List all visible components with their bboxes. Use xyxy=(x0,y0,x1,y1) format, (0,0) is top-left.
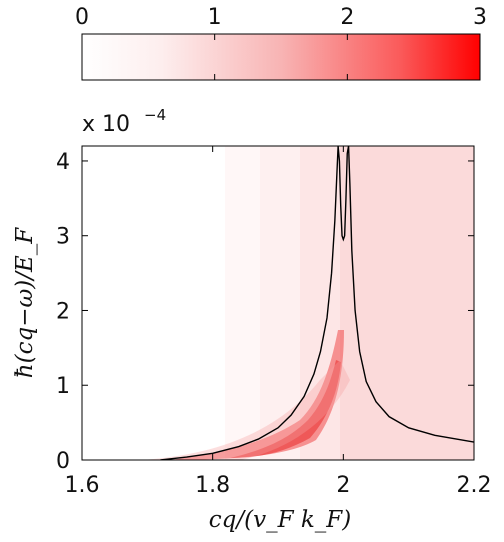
colorbar-tick-label: 3 xyxy=(473,5,487,30)
multiplier-base: x 10 xyxy=(82,112,130,137)
colorbar-tick-label: 1 xyxy=(208,5,222,30)
heatmap-transition-3 xyxy=(225,146,260,460)
y-tick-label: 3 xyxy=(56,225,70,250)
x-tick-label: 2 xyxy=(336,473,350,498)
y-tick-label: 0 xyxy=(56,449,70,474)
heatmap-field xyxy=(140,146,474,460)
y-tick-label: 1 xyxy=(56,374,70,399)
colorbar-ticks: 0 1 2 3 xyxy=(75,5,487,80)
y-tick-label: 4 xyxy=(56,150,70,175)
x-tick-label: 1.6 xyxy=(65,473,100,498)
colorbar-tick-label: 0 xyxy=(75,5,89,30)
y-axis-label: ħ(cq−ω)/E_F xyxy=(12,227,38,378)
x-tick-label: 2.2 xyxy=(457,473,492,498)
x-tick-label: 1.8 xyxy=(195,473,230,498)
colorbar-gradient xyxy=(81,33,481,81)
heatmap-intense-core xyxy=(230,360,341,458)
x-axis-ticks: 1.6 1.8 2 2.2 xyxy=(65,146,492,498)
x-axis-label: cq/(v_F k_F) xyxy=(209,507,351,533)
plot-area: 1.6 1.8 2 2.2 0 1 2 3 4 xyxy=(56,145,492,498)
y-tick-label: 2 xyxy=(56,299,70,324)
plot-frame xyxy=(81,145,475,461)
curve-line xyxy=(160,146,474,460)
heatmap-glow xyxy=(140,360,350,460)
colorbar-tick-label: 2 xyxy=(340,5,354,30)
heatmap-transition-2 xyxy=(260,146,300,460)
multiplier-exponent: −4 xyxy=(144,106,166,124)
colorbar: 0 1 2 3 xyxy=(75,5,487,81)
y-axis-multiplier: x 10 −4 xyxy=(82,106,166,137)
y-axis-ticks: 0 1 2 3 4 xyxy=(56,150,474,474)
heatmap-right-field xyxy=(340,146,474,460)
